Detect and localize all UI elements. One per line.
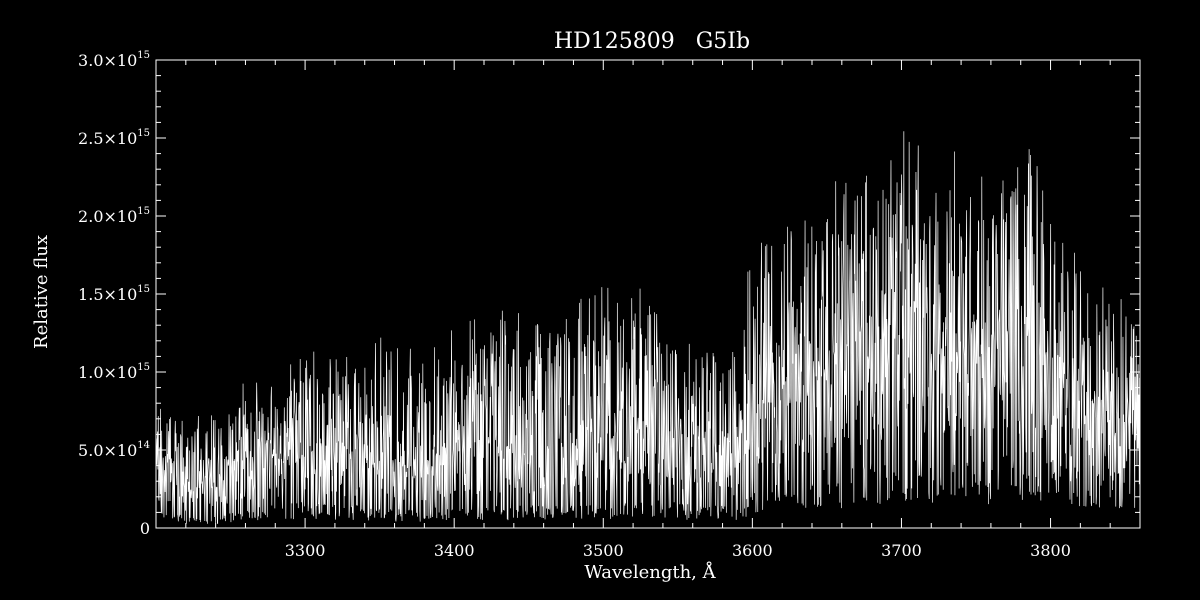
tick-labels: 3300 3400 3500 3600 3700 3800 0 5.0×1014 1.0×101… (78, 50, 1071, 560)
axis-ticks (156, 60, 1140, 528)
x-tick-label: 3600 (732, 541, 773, 560)
spectrum-series (155, 131, 1141, 525)
y-tick-label: 2.5×1015 (78, 128, 150, 148)
spectrum-line (155, 131, 1141, 525)
plot-area: 3300 3400 3500 3600 3700 3800 0 5.0×1014 1.0×101… (78, 50, 1141, 560)
x-tick-label: 3800 (1030, 541, 1071, 560)
y-tick-label: 3.0×1015 (78, 50, 150, 70)
x-axis-label: Wavelength, Å (584, 561, 716, 583)
y-tick-label: 1.5×1015 (78, 284, 150, 304)
y-tick-label: 5.0×1014 (78, 440, 150, 460)
x-tick-label: 3300 (285, 541, 326, 560)
y-axis-label: Relative flux (31, 235, 52, 349)
x-tick-label: 3500 (583, 541, 624, 560)
x-tick-label: 3700 (881, 541, 922, 560)
y-tick-label: 1.0×1015 (78, 362, 150, 382)
chart-title: HD125809 G5Ib (554, 29, 750, 54)
x-tick-label: 3400 (434, 541, 475, 560)
y-tick-label: 2.0×1015 (78, 206, 150, 226)
y-tick-label: 0 (140, 519, 150, 538)
